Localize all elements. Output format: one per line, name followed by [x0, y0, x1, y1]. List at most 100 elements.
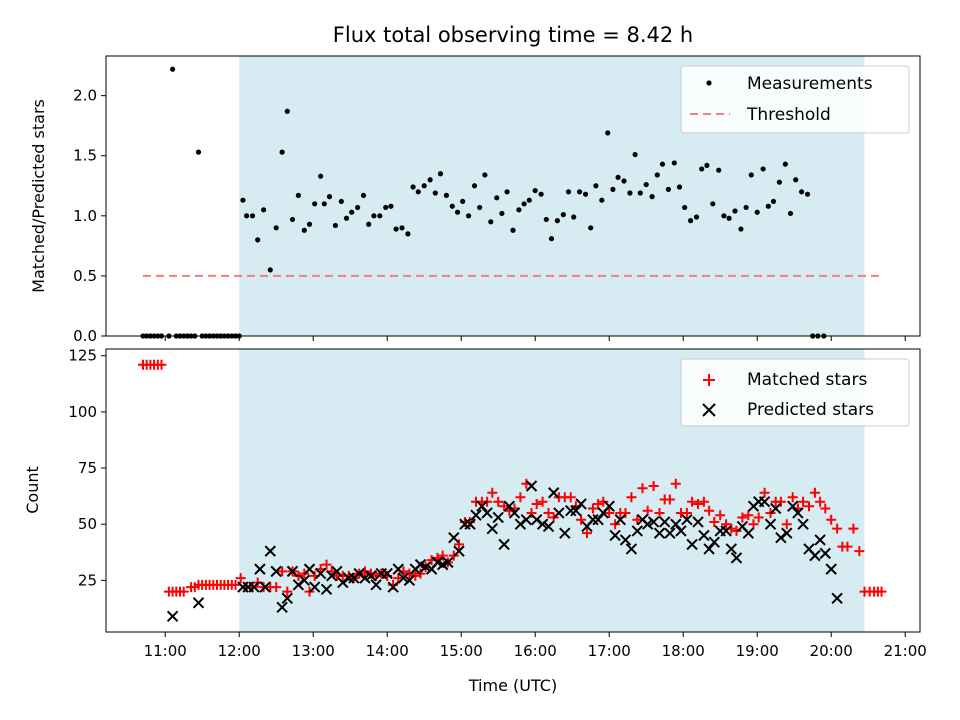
predicted-star-point: [814, 534, 826, 546]
measurement-point: [760, 166, 766, 172]
ratio-x-ticks: [164, 336, 906, 341]
matched-star-point: [587, 503, 598, 514]
matched-star-point: [531, 498, 542, 509]
ratio-y-axis-label: Matched/Predicted stars: [29, 99, 48, 293]
matched-star-point: [282, 586, 293, 597]
matched-star-point: [737, 512, 748, 523]
measurement-point: [494, 195, 500, 201]
predicted-star-point: [781, 527, 793, 539]
measurement-point: [743, 204, 749, 211]
matched-star-point: [775, 496, 786, 507]
matched-star-point: [848, 523, 859, 534]
predicted-star-point: [459, 518, 471, 530]
measurement-point: [682, 204, 688, 211]
predicted-star-point: [742, 527, 755, 539]
predicted-legend-label: Predicted stars: [747, 400, 874, 420]
count-legend: Matched stars Predicted stars: [680, 358, 910, 427]
count-panel: 25 50 75 100 125 11:00 12:00 13:00 14:00 15:00 16…: [23, 347, 927, 695]
predicted-legend-marker: [702, 403, 716, 417]
ratio-legend: Measurements Threshold: [680, 65, 910, 134]
measurement-point: [560, 212, 566, 218]
measurement-points: [140, 66, 827, 339]
measurement-point: [405, 231, 411, 237]
measurement-point: [279, 149, 285, 155]
measurement-point: [471, 183, 478, 189]
measurement-point: [649, 194, 655, 200]
matched-star-point: [648, 481, 659, 492]
matched-star-point: [704, 505, 715, 516]
measurement-point: [599, 197, 605, 203]
predicted-star-point: [353, 567, 365, 580]
measurement-point: [399, 225, 405, 231]
measurement-point: [255, 237, 261, 243]
measurements-legend-label: Measurements: [747, 74, 873, 94]
measurement-point: [643, 181, 649, 188]
x-tick-label: 17:00: [588, 642, 631, 660]
measurement-point: [748, 172, 754, 178]
x-tick-label: 18:00: [662, 642, 705, 660]
predicted-star-point: [792, 507, 804, 519]
matched-star-point: [293, 570, 304, 581]
measurement-point: [693, 214, 700, 220]
matched-star-point: [681, 507, 692, 518]
predicted-star-point: [831, 592, 843, 605]
y-tick-label: 1.5: [73, 147, 97, 165]
matched-star-point: [731, 525, 742, 536]
predicted-star-point: [464, 518, 476, 530]
predicted-star-point: [503, 500, 516, 512]
predicted-star-point: [592, 513, 604, 526]
threshold-legend-label: Threshold: [746, 105, 831, 125]
predicted-star-point: [286, 565, 299, 578]
matched-star-point: [842, 541, 853, 552]
predicted-star-point: [797, 518, 809, 530]
ratio-y-ticks: 0.0 0.5 1.0 1.5 2.0: [73, 87, 106, 345]
predicted-star-point: [264, 545, 276, 557]
matched-star-point: [598, 496, 609, 507]
predicted-star-point: [587, 513, 599, 526]
y-tick-label: 0.0: [73, 327, 97, 345]
measurement-point: [565, 189, 572, 195]
predicted-star-point: [570, 505, 582, 517]
matched-star-point: [804, 501, 814, 512]
matched-star-point: [565, 492, 576, 503]
measurement-point: [704, 162, 710, 168]
matched-star-point: [826, 514, 837, 525]
measurement-point: [726, 215, 732, 221]
ratio-axes-frame: [105, 55, 921, 337]
predicted-star-point: [520, 513, 533, 526]
predicted-star-point: [720, 525, 732, 537]
measurement-point: [249, 213, 256, 219]
measurement-point: [443, 192, 449, 198]
predicted-star-point: [641, 518, 654, 530]
measurement-point: [627, 190, 633, 196]
predicted-star-point: [775, 531, 787, 544]
measurement-point: [588, 225, 594, 231]
predicted-star-point: [470, 509, 482, 521]
measurement-point: [477, 204, 483, 211]
y-tick-label: 100: [68, 403, 97, 421]
measurement-point: [284, 108, 290, 114]
matched-star-point: [715, 510, 726, 521]
measurement-point: [593, 183, 599, 189]
predicted-star-point: [498, 538, 510, 551]
matched-star-point: [576, 514, 587, 525]
predicted-star-point: [603, 500, 615, 512]
predicted-star-point: [331, 565, 343, 578]
measurement-point: [804, 191, 811, 197]
matched-star-point: [693, 498, 703, 509]
y-tick-label: 0.5: [73, 267, 97, 285]
measurement-point: [665, 186, 672, 192]
matched-star-point: [156, 359, 167, 370]
matched-star-point: [748, 519, 759, 530]
predicted-star-point: [381, 567, 393, 580]
matched-star-point: [537, 496, 548, 507]
predicted-star-point: [370, 579, 382, 591]
measurement-point: [321, 201, 327, 207]
measurement-point: [516, 207, 522, 213]
predicted-star-point: [708, 536, 720, 548]
matched-star-point: [876, 586, 887, 597]
predicted-star-point: [343, 572, 355, 584]
predicted-star-point: [514, 518, 527, 530]
predicted-star-point: [725, 543, 738, 555]
predicted-star-point: [530, 513, 543, 526]
